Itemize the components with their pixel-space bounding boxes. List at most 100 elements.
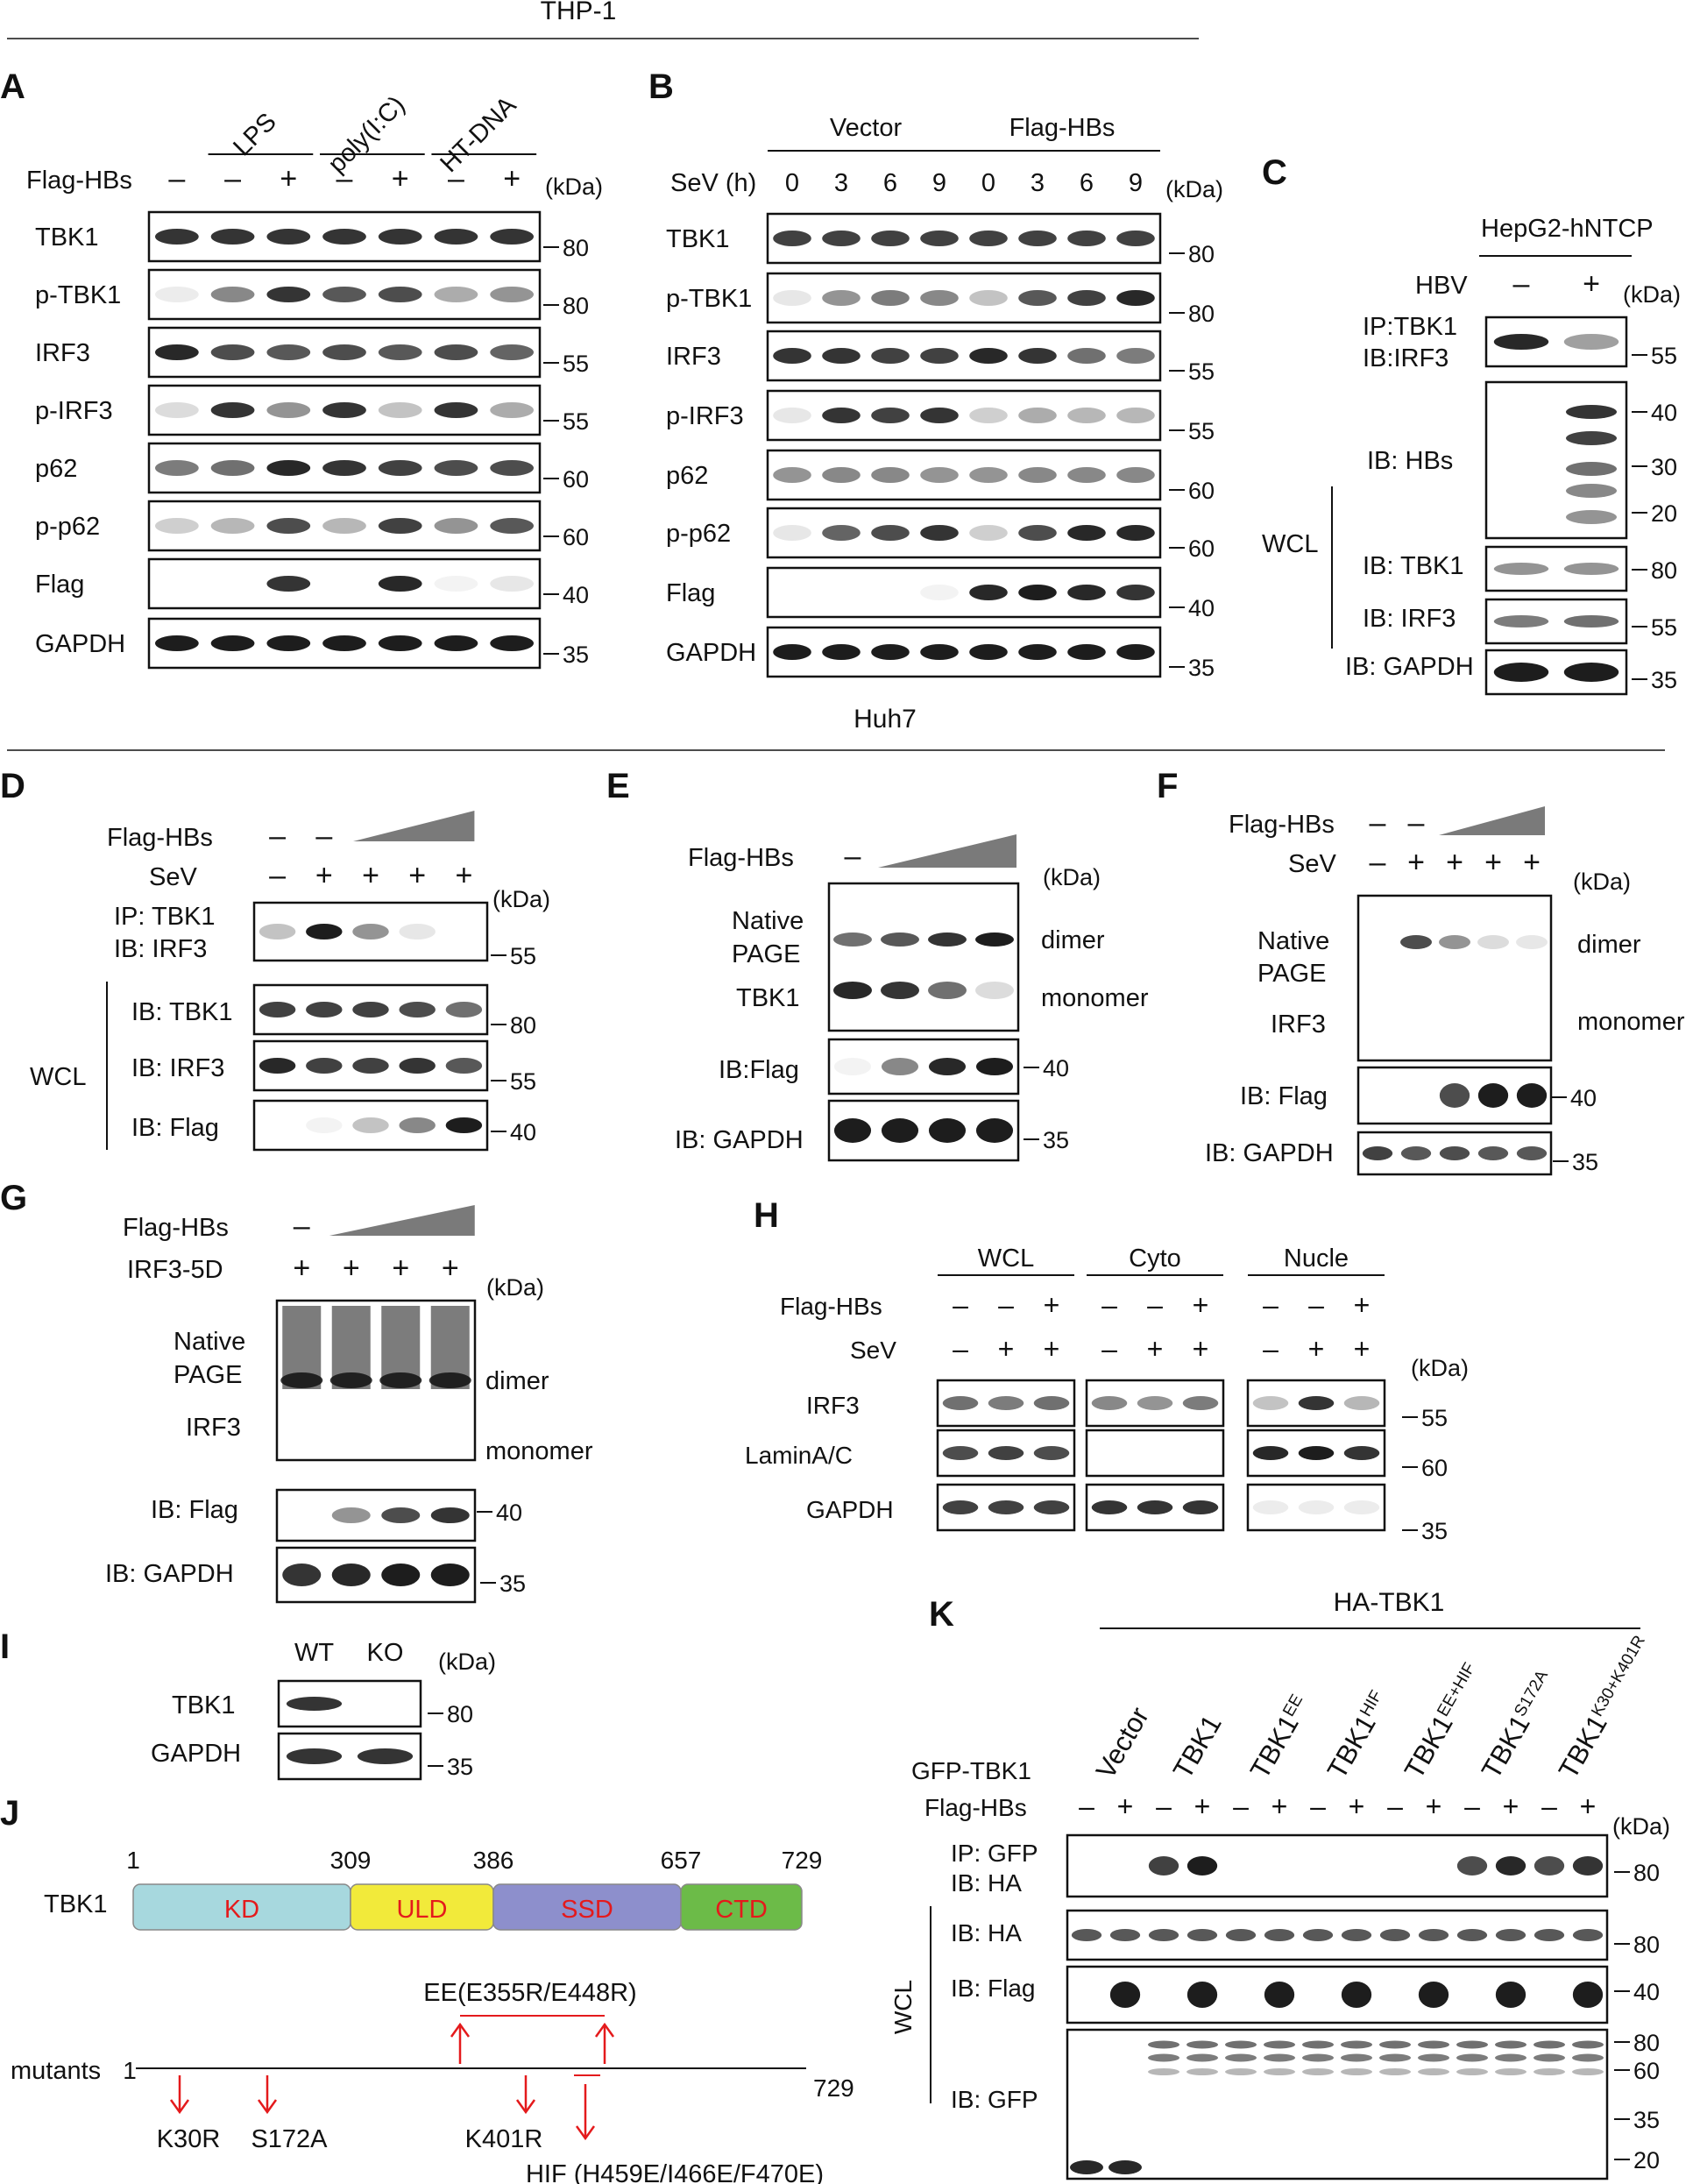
panelK-flag-sign: –	[1387, 1790, 1403, 1822]
panelB-blot-0-band	[1018, 230, 1057, 246]
panelC-ib-irf3-wcl: IB: IRF3	[1363, 605, 1456, 633]
panelD-flag-label: Flag-HBs	[107, 824, 213, 852]
panelK-flag-blot-band	[1264, 1982, 1295, 2008]
panelD-dose-wedge	[353, 811, 475, 841]
panelK-ha-blot-band	[1418, 1929, 1449, 1941]
panelG-ib-flag: IB: Flag	[151, 1496, 238, 1524]
panelA-blot-7-band	[378, 635, 422, 651]
panelC-hbv-label: HBV	[1415, 272, 1468, 300]
panelK-flag-blot-band	[1418, 1982, 1449, 2008]
panelA-row-label-6: Flag	[35, 571, 84, 599]
panelH-sev-label: SeV	[850, 1337, 896, 1364]
panelA-row-label-1: p-TBK1	[35, 281, 121, 309]
panelD-wcl-row-1: IB: IRF3	[131, 1054, 224, 1082]
panelB-row-label-1: p-TBK1	[666, 285, 752, 313]
panelE-gapdh-blot-band	[975, 1118, 1014, 1143]
section-title-thp1: THP-1	[541, 0, 617, 25]
panelK-gfp-band	[1456, 2053, 1488, 2062]
panelB-blot-6-band	[969, 585, 1008, 600]
panelH-blot-2-band	[1182, 1500, 1219, 1514]
panelK-gfp-band	[1495, 2040, 1526, 2049]
panelC-hbs-band	[1566, 510, 1617, 524]
panelD-marker: 55	[510, 943, 536, 969]
panelH-sev-sign: +	[1044, 1333, 1060, 1365]
panelE-gapdh-blot-band	[833, 1118, 872, 1143]
panelA-blot-4-band	[322, 460, 366, 476]
panelA-marker: 60	[563, 524, 589, 550]
panelC-hbs-band	[1566, 431, 1617, 445]
panelF-native-frame	[1356, 894, 1553, 1062]
panelD-wcl-blot-0-frame	[252, 983, 489, 1036]
panelH-sev-sign: +	[1308, 1333, 1325, 1365]
panelK-construct-name: Vector	[1090, 1702, 1155, 1784]
panelD-wcl-blot-0-band	[445, 1002, 483, 1018]
panelG-native-frame	[275, 1299, 477, 1462]
panelE-gapdh-blot-band	[928, 1118, 967, 1143]
panelD-wcl-blot-2-band	[352, 1117, 389, 1133]
panelA-blot-6-frame	[147, 557, 542, 610]
panelB-marker: 60	[1188, 478, 1215, 504]
panelB-blot-4-band	[1067, 467, 1106, 483]
panelK-gfp-band	[1225, 2040, 1257, 2049]
panelB-blot-3-band	[1018, 408, 1057, 423]
panelG-marker: 40	[496, 1500, 522, 1526]
panelK-gfp-band	[1148, 2040, 1179, 2049]
panelK-gfp-band	[1341, 2053, 1372, 2062]
panelK-gfp-band	[1534, 2068, 1565, 2075]
panelE-protein: TBK1	[736, 984, 800, 1012]
panelK-gfp-band	[1264, 2040, 1295, 2049]
panelK-construct-name: TBK1	[1321, 1710, 1382, 1784]
panelB-blot-2-band	[969, 348, 1008, 364]
panelA-blot-0-band	[155, 229, 199, 245]
panelG-protein: IRF3	[186, 1414, 241, 1442]
panelD-flag-sign: –	[315, 819, 332, 853]
panelK-ip-blot-band	[1456, 1856, 1488, 1876]
panelB-blot-2-band	[822, 348, 861, 364]
panelK-flag-blot-frame	[1066, 1965, 1609, 2024]
panelA-blot-4-band	[210, 460, 255, 476]
panelF-dimer-band	[1477, 935, 1509, 949]
panelA-blot-4-frame	[147, 442, 542, 494]
panelI-tbk1-blot-frame	[277, 1679, 422, 1728]
panelG-dimer-band	[379, 1372, 422, 1388]
panelK-ip-blot-band	[1148, 1856, 1179, 1876]
panelA-blot-7-band	[434, 635, 478, 651]
panelH-sev-sign: +	[1147, 1333, 1164, 1365]
panelF-sev-sign: +	[1407, 846, 1425, 879]
panelK-gfp-band	[1225, 2068, 1257, 2075]
panelD-wcl-blot-2-frame	[252, 1099, 489, 1152]
panelH-sev-sign: –	[1263, 1333, 1279, 1365]
panelK-gfp-band	[1572, 2053, 1604, 2062]
panelB-blot-7-band	[1116, 644, 1155, 660]
panelA-flag-sign: +	[280, 162, 297, 195]
panelG-flag-label: Flag-HBs	[123, 1214, 229, 1242]
panelA-flag-label: Flag-HBs	[26, 167, 132, 195]
panelA-blot-7-band	[490, 635, 534, 651]
panelB-blot-1-band	[920, 290, 959, 306]
panelH-marker: 60	[1421, 1455, 1448, 1481]
panelB-blot-2-band	[1018, 348, 1057, 364]
panelB-time: 6	[1080, 169, 1094, 197]
panelK-ib-gfp: IB: GFP	[951, 2086, 1038, 2113]
panelB-blot-1-band	[822, 290, 861, 306]
panelK-ip-blot-band	[1534, 1856, 1565, 1876]
panelB-blot-3-band	[773, 408, 811, 423]
panelB-blot-0-band	[1116, 230, 1155, 246]
panelC-ib-irf3: IB:IRF3	[1363, 344, 1449, 372]
panelK-gfp-band	[1148, 2053, 1179, 2062]
panelH-blot-1-band	[1033, 1446, 1070, 1460]
panelB-blot-5-band	[920, 525, 959, 541]
panelB-blot-3-band	[969, 408, 1008, 423]
panelA-marker: 60	[563, 466, 589, 493]
panel-letter-A: A	[0, 67, 25, 106]
panelA-blot-2-band	[378, 344, 422, 360]
panelK-construct-3: TBK1HIF	[1321, 1686, 1395, 1783]
panelB-blot-4-band	[773, 467, 811, 483]
panelD-wcl-blot-1-frame	[252, 1039, 489, 1092]
panelK-wcl-label: WCL	[889, 1980, 917, 2034]
panelF-gapdh-blot-band	[1400, 1146, 1432, 1160]
panelE-kda: (kDa)	[1043, 864, 1101, 890]
panelD-ip-label: IP: TBK1	[114, 903, 216, 931]
panelK-gfp-band	[1456, 2068, 1488, 2075]
panelA-blot-7-band	[155, 635, 199, 651]
